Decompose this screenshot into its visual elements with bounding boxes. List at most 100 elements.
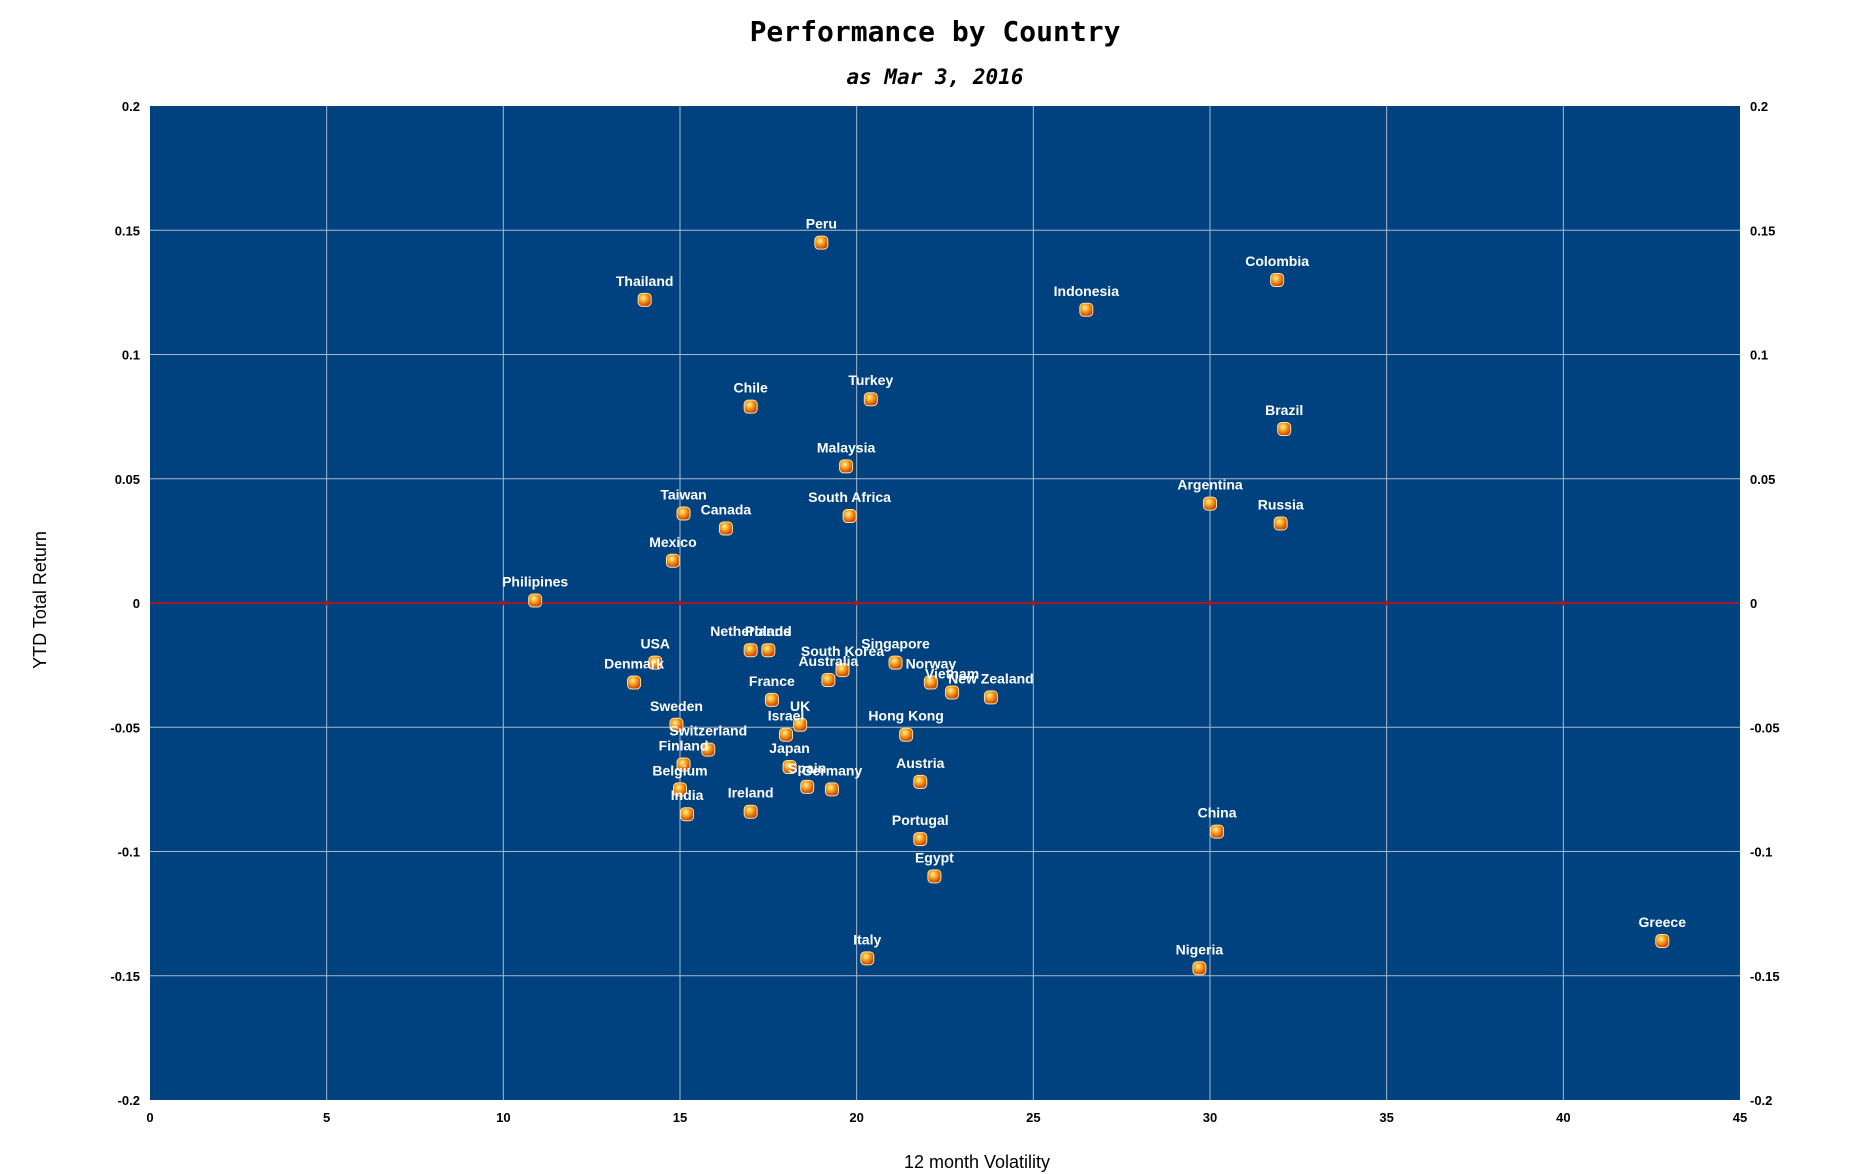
x-tick-label: 30	[1203, 1110, 1217, 1125]
data-point-label: Ireland	[728, 785, 774, 801]
data-point-label: Taiwan	[660, 487, 706, 503]
y-tick-label-right: 0.15	[1750, 223, 1775, 238]
data-point-label: Brazil	[1265, 402, 1303, 418]
data-point	[648, 655, 663, 670]
data-point	[793, 717, 808, 732]
x-tick-label: 40	[1556, 1110, 1570, 1125]
data-point-label: India	[671, 787, 704, 803]
y-axis-label: YTD Total Return	[30, 531, 50, 669]
data-point	[1079, 302, 1094, 317]
data-point	[1270, 272, 1285, 287]
data-point	[927, 869, 942, 884]
data-point-label: Denmark	[604, 656, 664, 672]
data-point-label: Peru	[806, 216, 837, 232]
data-point	[814, 235, 829, 250]
data-point-label: Israel	[768, 708, 805, 724]
chart-title: Performance by Country	[750, 15, 1121, 48]
data-point-label: Australia	[798, 653, 858, 669]
y-tick-label-left: 0.1	[122, 348, 140, 363]
y-tick-label-right: -0.2	[1750, 1093, 1772, 1108]
x-tick-label: 10	[496, 1110, 510, 1125]
data-point	[1277, 422, 1292, 437]
data-point	[1273, 516, 1288, 531]
y-tick-label-right: -0.05	[1750, 720, 1780, 735]
x-axis-label: 12 month Volatility	[904, 1152, 1050, 1172]
data-point	[899, 727, 914, 742]
data-point-label: Chile	[734, 380, 768, 396]
y-tick-label-right: 0	[1750, 596, 1757, 611]
x-tick-label: 25	[1026, 1110, 1040, 1125]
data-point-label: Netherlands	[710, 623, 791, 639]
data-point-label: Japan	[769, 740, 809, 756]
data-point	[676, 506, 691, 521]
data-point	[863, 392, 878, 407]
zero-line-marker	[1384, 600, 1390, 606]
y-tick-label-left: 0.15	[115, 223, 140, 238]
data-point-label: France	[749, 673, 795, 689]
data-point	[839, 459, 854, 474]
data-point-label: China	[1198, 805, 1237, 821]
y-tick-label-left: -0.2	[118, 1093, 140, 1108]
data-point-label: Nigeria	[1176, 941, 1224, 957]
x-tick-label: 35	[1379, 1110, 1393, 1125]
zero-line-marker	[1560, 600, 1566, 606]
zero-line-marker	[677, 600, 683, 606]
data-point-label: Canada	[701, 501, 752, 517]
y-tick-label-left: 0	[133, 596, 140, 611]
data-point	[665, 553, 680, 568]
y-tick-label-left: -0.15	[110, 969, 140, 984]
data-point-label: Sweden	[650, 698, 703, 714]
data-point	[945, 685, 960, 700]
data-point	[673, 782, 687, 797]
y-tick-label-left: -0.1	[118, 845, 140, 860]
y-tick-label-right: -0.1	[1750, 845, 1772, 860]
data-point-label: Belgium	[652, 762, 707, 778]
data-point	[983, 690, 998, 705]
zero-line-marker	[1207, 600, 1213, 606]
data-point-label: Austria	[896, 755, 944, 771]
zero-line-marker	[500, 600, 506, 606]
x-tick-label: 45	[1733, 1110, 1747, 1125]
x-tick-label: 20	[849, 1110, 863, 1125]
data-point-label: Switzerland	[669, 723, 747, 739]
data-point-label: Portugal	[892, 812, 949, 828]
data-point-label: Greece	[1639, 914, 1687, 930]
data-point	[800, 779, 815, 794]
data-point-label: Poland	[745, 623, 792, 639]
data-point	[782, 760, 797, 775]
data-point-label: Egypt	[915, 849, 954, 865]
zero-line-marker	[1030, 600, 1036, 606]
zero-line-marker	[324, 600, 330, 606]
data-point	[743, 804, 758, 819]
x-tick-label: 5	[323, 1110, 330, 1125]
data-point	[842, 509, 857, 524]
zero-line-marker	[854, 600, 860, 606]
y-tick-label-right: 0.2	[1750, 99, 1768, 114]
data-point-label: South Korea	[801, 643, 884, 659]
data-point-label: Malaysia	[817, 439, 876, 455]
data-point	[718, 521, 733, 536]
data-point	[824, 782, 839, 797]
data-point	[701, 742, 716, 757]
data-point	[1192, 961, 1207, 976]
data-point-label: Mexico	[649, 534, 696, 550]
data-point	[835, 663, 850, 678]
data-point	[743, 643, 758, 658]
data-point	[923, 675, 938, 690]
y-tick-label-left: 0.2	[122, 99, 140, 114]
data-point-label: Italy	[853, 931, 881, 947]
data-point	[676, 757, 691, 772]
data-point-label: Spain	[788, 760, 826, 776]
data-point	[888, 655, 903, 670]
data-point	[1655, 933, 1670, 948]
data-point	[779, 727, 793, 742]
data-point-label: Singapore	[861, 636, 930, 652]
data-point-label: Philipines	[502, 574, 568, 590]
data-point	[637, 292, 652, 307]
y-tick-label-right: 0.05	[1750, 472, 1775, 487]
data-point	[764, 692, 779, 707]
data-point	[743, 399, 758, 414]
y-tick-label-right: 0.1	[1750, 348, 1768, 363]
data-point	[761, 643, 776, 658]
